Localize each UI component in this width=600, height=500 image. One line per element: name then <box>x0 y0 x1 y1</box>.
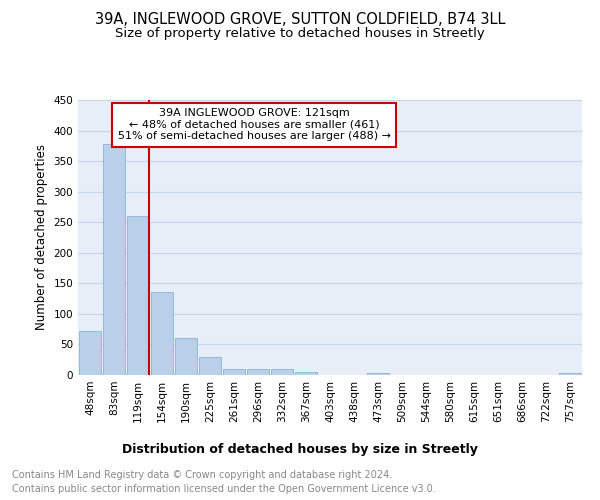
Bar <box>103 144 125 375</box>
Bar <box>127 216 149 375</box>
Text: Contains public sector information licensed under the Open Government Licence v3: Contains public sector information licen… <box>12 484 436 494</box>
Text: 39A INGLEWOOD GROVE: 121sqm
← 48% of detached houses are smaller (461)
51% of se: 39A INGLEWOOD GROVE: 121sqm ← 48% of det… <box>118 108 391 142</box>
Text: 39A, INGLEWOOD GROVE, SUTTON COLDFIELD, B74 3LL: 39A, INGLEWOOD GROVE, SUTTON COLDFIELD, … <box>95 12 505 28</box>
Bar <box>247 369 269 375</box>
Text: Distribution of detached houses by size in Streetly: Distribution of detached houses by size … <box>122 442 478 456</box>
Bar <box>271 369 293 375</box>
Bar <box>175 338 197 375</box>
Text: Contains HM Land Registry data © Crown copyright and database right 2024.: Contains HM Land Registry data © Crown c… <box>12 470 392 480</box>
Text: Size of property relative to detached houses in Streetly: Size of property relative to detached ho… <box>115 26 485 40</box>
Bar <box>199 356 221 375</box>
Bar <box>559 373 581 375</box>
Bar <box>151 292 173 375</box>
Bar <box>367 373 389 375</box>
Bar <box>223 369 245 375</box>
Bar <box>79 331 101 375</box>
Bar <box>295 372 317 375</box>
Y-axis label: Number of detached properties: Number of detached properties <box>35 144 48 330</box>
